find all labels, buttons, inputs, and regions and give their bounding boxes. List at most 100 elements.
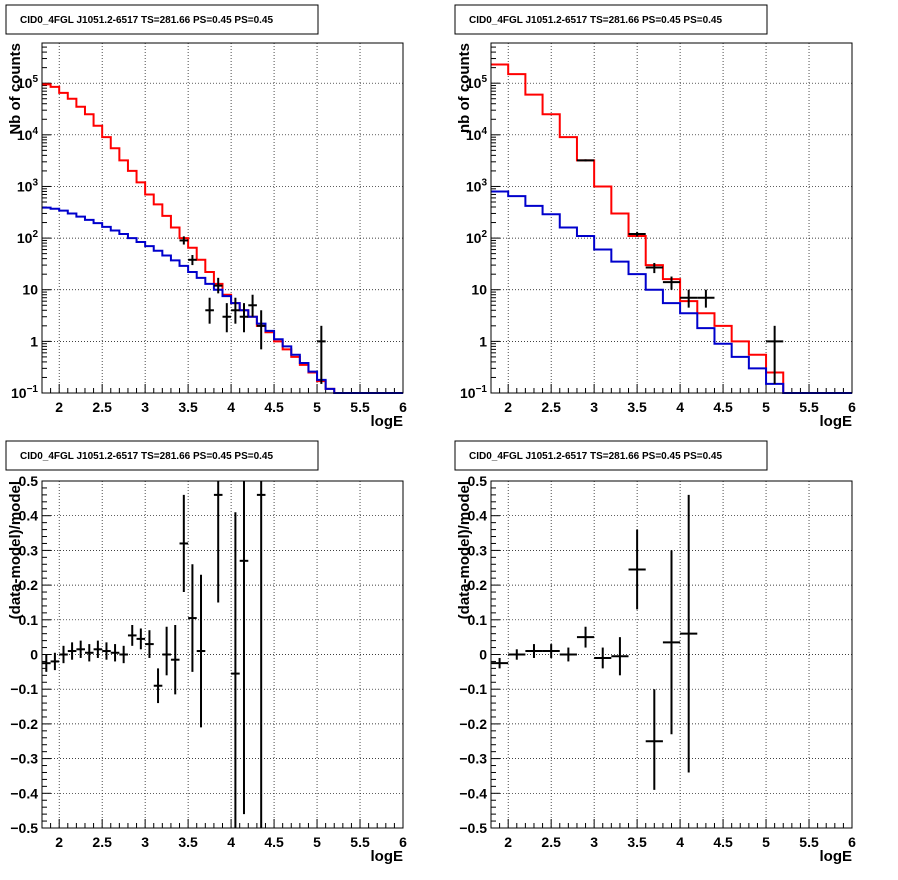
- data-point: [213, 277, 223, 294]
- y-tick-label: 0.2: [19, 577, 39, 593]
- data-point: [628, 231, 646, 237]
- data-point: [576, 626, 595, 648]
- plot-frame: [41, 42, 404, 394]
- data-point: [67, 642, 77, 660]
- x-tick-label: 3: [141, 834, 149, 850]
- y-tick-label: −0.4: [459, 785, 487, 801]
- data-point: [662, 550, 681, 735]
- y-tick-label: 0.5: [19, 473, 39, 489]
- data-point: [188, 255, 197, 266]
- y-tick-label: −0.4: [10, 785, 38, 801]
- chart-title: CID0_4FGL J1051.2-6517 TS=281.66 PS=0.45…: [469, 15, 722, 26]
- x-tick-label: 5: [313, 834, 321, 850]
- data-point: [110, 644, 120, 662]
- x-tick-label: 4.5: [713, 834, 733, 850]
- data-point: [196, 574, 206, 728]
- data-point: [697, 289, 715, 308]
- data-point: [84, 644, 94, 662]
- chart-panel-1: CID0_4FGL J1051.2-6517 TS=281.66 PS=0.45…: [5, 4, 407, 430]
- x-tick-label: 2: [55, 834, 63, 850]
- y-tick-label: 1: [30, 333, 38, 349]
- y-tick-label: 103: [17, 177, 39, 194]
- y-tick-label: −0.1: [10, 681, 38, 697]
- x-axis-label: logE: [371, 848, 404, 865]
- y-tick-label: −0.2: [10, 716, 38, 732]
- x-tick-label: 3.5: [178, 834, 198, 850]
- chart-title-box: [5, 4, 319, 35]
- x-tick-label: 6: [848, 834, 856, 850]
- data-point: [645, 262, 663, 274]
- x-tick-label: 6: [399, 399, 407, 415]
- x-tick-label: 4.5: [264, 399, 284, 415]
- x-tick-label: 2.5: [541, 834, 561, 850]
- data-point: [136, 628, 146, 650]
- data-point: [680, 289, 698, 308]
- data-point: [170, 625, 180, 695]
- data-point: [317, 325, 326, 384]
- x-tick-label: 4: [676, 399, 684, 415]
- data-point: [59, 645, 68, 664]
- data-point: [179, 236, 189, 245]
- x-tick-label: 5: [762, 399, 770, 415]
- y-tick-label: 0: [30, 647, 38, 663]
- y-tick-label: 104: [466, 126, 488, 143]
- data-point: [179, 494, 189, 593]
- y-tick-label: 0.5: [468, 473, 488, 489]
- y-tick-label: 103: [466, 177, 488, 194]
- y-tick-label: −0.5: [459, 820, 487, 836]
- data-point: [491, 657, 509, 669]
- y-axis-label: Nb of counts: [7, 43, 24, 135]
- y-axis-label: (data-model)/model: [456, 481, 473, 619]
- y-tick-label: 0.4: [19, 508, 39, 524]
- chart-title: CID0_4FGL J1051.2-6517 TS=281.66 PS=0.45…: [469, 451, 722, 462]
- x-tick-label: 5: [762, 834, 770, 850]
- plot-frame: [490, 480, 853, 829]
- x-tick-label: 3.5: [627, 399, 647, 415]
- data-point: [162, 626, 171, 676]
- data-point: [256, 310, 266, 350]
- chart-title: CID0_4FGL J1051.2-6517 TS=281.66 PS=0.45…: [20, 451, 273, 462]
- y-tick-label: −0.1: [459, 681, 487, 697]
- data-point: [508, 649, 526, 660]
- y-tick-label: 0.4: [468, 508, 488, 524]
- plot-frame: [490, 42, 853, 394]
- x-tick-label: 6: [848, 399, 856, 415]
- data-point: [576, 159, 595, 162]
- y-tick-label: 0.3: [19, 542, 39, 558]
- data-point: [222, 303, 232, 333]
- data-point: [76, 640, 85, 658]
- data-point: [766, 325, 784, 384]
- data-point: [680, 494, 698, 773]
- x-tick-label: 4.5: [713, 399, 733, 415]
- x-tick-label: 2: [55, 399, 63, 415]
- background-model-line: [491, 190, 852, 394]
- data-point: [50, 652, 60, 671]
- data-point: [205, 297, 214, 324]
- x-tick-label: 3.5: [627, 834, 647, 850]
- x-tick-label: 2.5: [92, 399, 112, 415]
- chart-title-box: [454, 4, 768, 35]
- x-axis-label: logE: [820, 413, 853, 430]
- data-point: [525, 644, 543, 658]
- x-tick-label: 4: [227, 834, 235, 850]
- data-point: [127, 625, 137, 646]
- y-tick-label: −0.2: [459, 716, 487, 732]
- x-tick-label: 5.5: [799, 399, 819, 415]
- data-point: [594, 647, 612, 669]
- y-tick-label: −0.3: [459, 751, 487, 767]
- data-point: [188, 564, 197, 672]
- x-tick-label: 5: [313, 399, 321, 415]
- x-tick-label: 3: [590, 834, 598, 850]
- x-tick-label: 5.5: [350, 834, 370, 850]
- data-point: [611, 637, 629, 676]
- y-tick-label: 102: [466, 229, 488, 246]
- total-model-line: [491, 63, 852, 394]
- y-tick-label: 10: [471, 282, 487, 298]
- data-point: [119, 645, 128, 664]
- x-tick-label: 3: [590, 399, 598, 415]
- x-tick-label: 3.5: [178, 399, 198, 415]
- y-tick-label: 104: [17, 126, 39, 143]
- y-tick-label: 0.3: [468, 542, 488, 558]
